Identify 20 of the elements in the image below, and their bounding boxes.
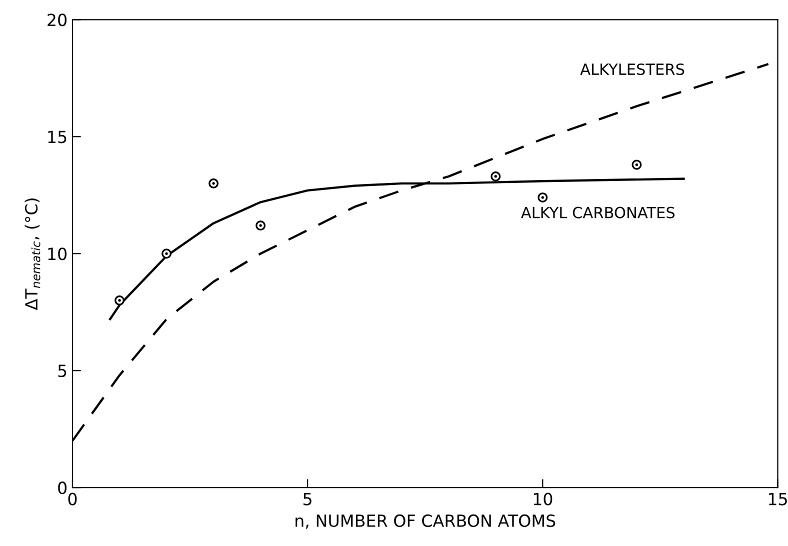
x-tick-label: 0 [68, 492, 77, 506]
point [538, 192, 548, 202]
series-label: ALKYLESTERS [580, 63, 684, 76]
y-tick-label: 15 [48, 130, 66, 144]
series-label: ALKYL CARBONATES [521, 206, 675, 218]
x-axis-title: n, NUMBER OF CARBON ATOMS [296, 514, 556, 529]
y-tick-label: 0 [58, 482, 67, 494]
x-tick-label: 15 [768, 492, 787, 506]
x-tick-label: 5 [304, 492, 312, 506]
y-tick-label: 10 [48, 248, 67, 260]
point [208, 178, 219, 188]
y-axis-title: ΔT$_{nematic}$, (°C) [24, 198, 40, 310]
x-tick-label: 10 [534, 492, 552, 506]
point [114, 295, 125, 306]
y-tick-label: 20 [48, 14, 67, 26]
point [162, 248, 172, 259]
point [632, 160, 642, 170]
y-tick-label: 5 [58, 364, 66, 378]
point [490, 171, 501, 182]
point [256, 220, 266, 231]
